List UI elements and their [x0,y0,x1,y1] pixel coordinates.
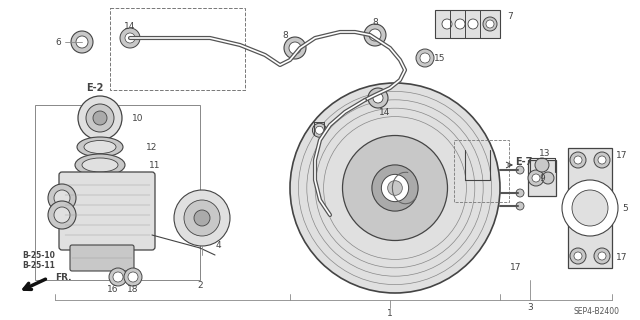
Text: 11: 11 [149,161,161,170]
Circle shape [124,268,142,286]
Text: SEP4-B2400: SEP4-B2400 [574,308,620,316]
Circle shape [594,248,610,264]
Circle shape [316,126,323,134]
Circle shape [416,49,434,67]
Circle shape [468,19,478,29]
Ellipse shape [77,137,123,157]
Circle shape [93,111,107,125]
Text: 12: 12 [147,142,157,151]
Circle shape [570,248,586,264]
Text: B-25-11: B-25-11 [22,260,55,269]
Circle shape [120,28,140,48]
Circle shape [284,37,306,59]
Text: 6: 6 [55,37,61,46]
Bar [35,105,200,280]
FancyBboxPatch shape [59,172,155,250]
Bar [528,160,556,196]
Text: 17: 17 [616,253,628,262]
Circle shape [184,200,220,236]
Circle shape [486,20,494,28]
Circle shape [381,174,409,202]
Circle shape [442,19,452,29]
Text: 16: 16 [108,285,119,294]
Circle shape [128,272,138,282]
Circle shape [76,36,88,48]
Text: 18: 18 [127,285,139,294]
Circle shape [368,88,388,108]
Circle shape [598,156,606,164]
Circle shape [54,207,70,223]
Text: E-2: E-2 [86,83,104,93]
Text: FR.: FR. [55,273,72,282]
Circle shape [54,190,70,206]
Text: 17: 17 [616,150,628,159]
Bar [435,10,500,38]
Circle shape [86,104,114,132]
Circle shape [48,184,76,212]
Circle shape [364,24,386,46]
Circle shape [535,158,549,172]
Ellipse shape [75,154,125,176]
Circle shape [420,53,430,63]
Circle shape [572,190,608,226]
Circle shape [174,190,230,246]
Text: 5: 5 [622,204,628,212]
Bar [454,140,509,202]
Circle shape [598,252,606,260]
Ellipse shape [84,140,116,154]
Text: 17: 17 [510,263,522,273]
Circle shape [455,19,465,29]
Ellipse shape [82,158,118,172]
Circle shape [532,174,540,182]
Circle shape [570,152,586,168]
Text: 13: 13 [540,148,551,157]
Circle shape [125,33,135,43]
Circle shape [516,202,524,210]
Text: 4: 4 [215,241,221,250]
Text: B-25-10: B-25-10 [22,251,55,260]
Text: 2: 2 [197,282,203,291]
Circle shape [48,201,76,229]
Text: 9: 9 [539,173,545,182]
FancyBboxPatch shape [70,245,134,271]
Circle shape [369,29,381,41]
Bar [110,8,245,90]
Circle shape [574,252,582,260]
Text: 14: 14 [380,108,390,116]
Text: 7: 7 [507,12,513,20]
Text: 8: 8 [372,18,378,27]
Circle shape [562,180,618,236]
Circle shape [78,96,122,140]
Text: 1: 1 [387,309,393,318]
Bar [568,148,612,268]
Text: 8: 8 [282,30,288,39]
Circle shape [194,210,210,226]
Circle shape [574,156,582,164]
Circle shape [372,165,418,211]
Circle shape [528,170,544,186]
Circle shape [71,31,93,53]
Text: E-7: E-7 [515,157,532,167]
Circle shape [516,189,524,197]
Circle shape [290,83,500,293]
Circle shape [542,172,554,184]
Text: 10: 10 [132,114,144,123]
Circle shape [483,17,497,31]
Circle shape [312,123,326,137]
Text: 15: 15 [435,53,445,62]
Circle shape [373,93,383,103]
Text: 3: 3 [527,303,533,313]
Circle shape [289,42,301,54]
Circle shape [594,152,610,168]
Circle shape [113,272,123,282]
Text: 14: 14 [124,21,136,30]
Circle shape [388,181,403,195]
Circle shape [516,166,524,174]
Circle shape [109,268,127,286]
Circle shape [342,135,447,241]
